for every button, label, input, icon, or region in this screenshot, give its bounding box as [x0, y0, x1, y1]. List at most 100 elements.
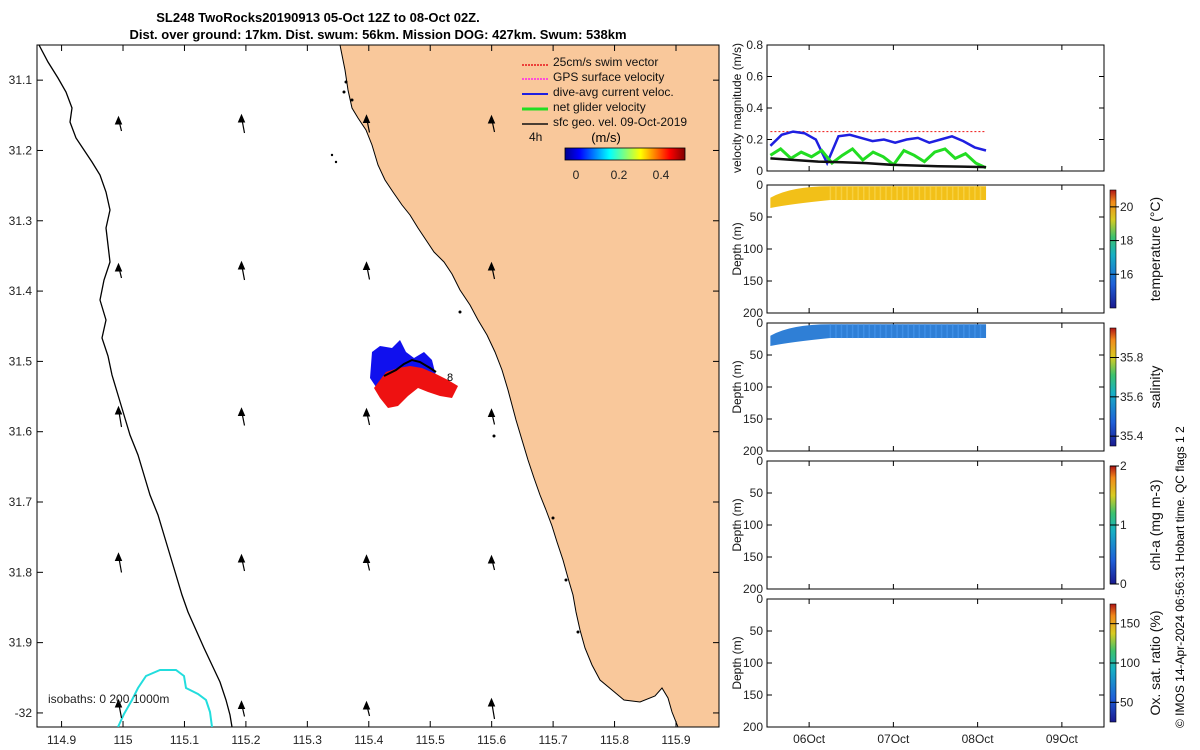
cbar-tick-label: 2 [1120, 459, 1127, 473]
geo-velocity-arrow [237, 113, 246, 134]
geo-velocity-arrow [237, 260, 246, 281]
ytick-label: 150 [743, 550, 763, 564]
geo-velocity-arrow [362, 261, 371, 280]
ytick-label: 50 [750, 486, 764, 500]
geo-velocity-arrow [237, 407, 246, 426]
geo-velocity-arrow [114, 698, 123, 719]
map-ytick-label-7: 31.8 [9, 565, 33, 579]
series-sfc-geo-vel- [770, 157, 987, 169]
geo-velocity-arrow [237, 553, 246, 572]
series-net-glider-velocity [769, 146, 987, 170]
ytick-label: 100 [743, 380, 763, 394]
cbar-tick-label: 150 [1120, 617, 1140, 631]
speed-cbar-tick-1: 0.2 [611, 168, 628, 182]
ytick-label: 0 [756, 454, 763, 468]
sfc-geo-velocity-arrows [114, 113, 496, 720]
ytick-label: 100 [743, 656, 763, 670]
glider-track [383, 358, 437, 377]
ytick-label: 50 [750, 348, 764, 362]
isobath-1000m [117, 669, 213, 727]
map-ytick-label-3: 31.4 [9, 284, 33, 298]
ytick-label: 100 [743, 518, 763, 532]
panel-frame [766, 184, 1105, 314]
ylabel-salinity: Depth (m) [730, 360, 744, 413]
map-ytick-label-0: 31.1 [9, 73, 33, 87]
map-xtick-label-5: 115.4 [354, 733, 383, 747]
cbar-label-chla: chl-a (mg m-3) [1147, 479, 1163, 570]
geo-velocity-arrow [362, 114, 371, 133]
map-xtick-label-10: 115.9 [661, 733, 690, 747]
ytick-label: 0 [756, 592, 763, 606]
cbar-tick-label: 50 [1120, 695, 1134, 709]
ytick-label: 150 [743, 688, 763, 702]
svg-text:25cm/s swim vector: 25cm/s swim vector [553, 55, 658, 69]
geo-velocity-arrow [362, 407, 371, 426]
geo-velocity-arrow [487, 554, 496, 571]
ylabel-oxygen: Depth (m) [730, 636, 744, 689]
time-step-label: 4h [529, 130, 542, 144]
legend-item-1: GPS surface velocity [522, 70, 664, 84]
legend-item-4: sfc geo. vel. 09-Oct-2019 [522, 115, 687, 129]
geo-velocity-arrow [237, 700, 246, 717]
speed-colorbar [564, 147, 686, 161]
time-tick-label-2: 08Oct [962, 732, 995, 746]
ytick-label: 200 [743, 720, 763, 734]
map-legend: 25cm/s swim vector GPS surface velocity … [522, 55, 687, 182]
panel-frame [766, 322, 1105, 452]
ytick-label: 200 [743, 582, 763, 596]
track-end-marker: 8 [447, 372, 453, 384]
ytick-label: 150 [743, 274, 763, 288]
section-salinity [770, 324, 987, 347]
cbar-tick-label: 100 [1120, 656, 1140, 670]
map-xtick-label-6: 115.5 [416, 733, 445, 747]
map-ytick-label-9: -32 [15, 706, 33, 720]
ytick-label: 200 [743, 306, 763, 320]
geo-velocity-arrow [114, 262, 123, 279]
swim-vector-patch [374, 366, 458, 408]
section-temperature [770, 186, 987, 209]
cbar-tick-label: 35.4 [1120, 429, 1144, 443]
geo-velocity-arrow [487, 408, 496, 425]
cbar-label-salinity: salinity [1147, 366, 1163, 409]
map-ytick-label-4: 31.5 [9, 354, 33, 368]
map-xtick-label-4: 115.3 [293, 733, 322, 747]
cbar-tick-label: 35.6 [1120, 390, 1144, 404]
map-xtick-label-2: 115.1 [170, 733, 199, 747]
time-tick-label-0: 06Oct [793, 732, 826, 746]
map-ytick-label-5: 31.6 [9, 425, 33, 439]
coast-islands [330, 80, 580, 634]
time-tick-label-3: 09Oct [1046, 732, 1079, 746]
colorbar-temperature [1109, 189, 1117, 309]
ytick-label: 0 [756, 164, 763, 178]
map-vectors: 8 [114, 113, 496, 720]
map-xtick-label-0: 114.9 [47, 733, 76, 747]
isobaths-label: isobaths: 0 200 1000m [48, 692, 169, 706]
title-line-2: Dist. over ground: 17km. Dist. swum: 56k… [129, 27, 626, 42]
isobath-200m [38, 45, 233, 727]
geo-velocity-arrow [487, 697, 496, 720]
panel-temperature: 0 50 100 150 200 Depth (m) 16 18 20 temperature (… [730, 178, 1163, 320]
ylabel-temperature: Depth (m) [730, 222, 744, 275]
land-area [339, 45, 719, 727]
geo-velocity-arrow [114, 115, 123, 132]
map-xtick-label-7: 115.6 [477, 733, 506, 747]
legend-item-3: net glider velocity [522, 100, 646, 114]
ytick-label: 50 [750, 624, 764, 638]
geo-velocity-arrow [487, 261, 496, 280]
geo-velocity-arrow [362, 554, 371, 571]
geo-velocity-arrow [114, 552, 123, 573]
geo-velocity-arrow [114, 405, 123, 428]
panel-salinity: 0 50 100 150 200 Depth (m) 35.4 35.6 35.8salinit… [730, 316, 1163, 458]
ytick-label: 0.6 [746, 70, 763, 84]
legend-item-2: dive-avg current veloc. [522, 85, 674, 99]
colorbar-unit: (m/s) [591, 130, 621, 145]
panel-frame [766, 460, 1105, 590]
ytick-label: 0 [756, 316, 763, 330]
cbar-label-temperature: temperature (°C) [1147, 197, 1163, 301]
cbar-tick-label: 0 [1120, 577, 1127, 591]
cbar-tick-label: 1 [1120, 518, 1127, 532]
svg-text:GPS surface velocity: GPS surface velocity [553, 70, 664, 84]
ytick-label: 0.8 [746, 38, 763, 52]
ytick-label: 100 [743, 242, 763, 256]
